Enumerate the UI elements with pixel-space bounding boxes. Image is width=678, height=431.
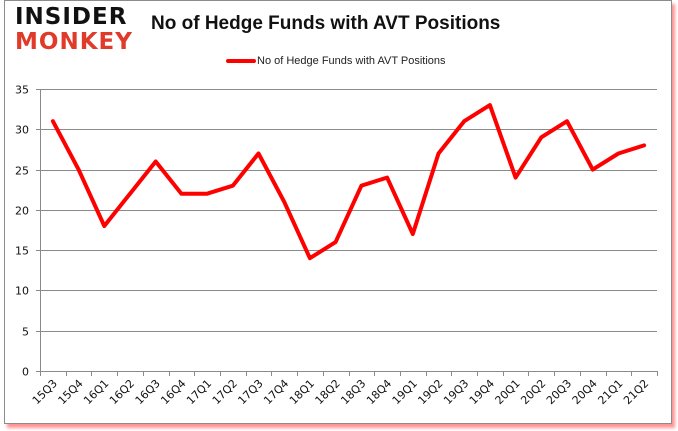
- y-tick-label: 30: [15, 124, 29, 137]
- x-tick-label: 21Q2: [621, 377, 651, 407]
- logo-line-1: INSIDER: [15, 4, 128, 30]
- x-tick-label: 20Q4: [570, 377, 600, 407]
- x-tick-label: 17Q2: [210, 377, 240, 407]
- x-tick-label: 16Q1: [81, 377, 111, 407]
- x-tick-label: 15Q3: [30, 377, 60, 407]
- x-tick-label: 19Q1: [390, 377, 420, 407]
- x-tick-label: 20Q2: [518, 377, 548, 407]
- y-axis: 0 5 10 15 20 25 30 35: [15, 84, 41, 379]
- x-tick-label: 20Q3: [544, 377, 574, 407]
- x-tick-label: 17Q4: [261, 377, 291, 407]
- gridlines: [36, 89, 657, 372]
- x-tick-label: 16Q4: [158, 377, 188, 407]
- y-tick-label: 15: [15, 245, 29, 258]
- y-tick-label: 20: [15, 205, 29, 218]
- x-tick-label: 17Q3: [235, 377, 265, 407]
- legend-line-swatch-icon: [226, 59, 256, 63]
- y-tick-label: 35: [15, 84, 29, 97]
- x-tick-label: 18Q3: [338, 377, 368, 407]
- chart-title: No of Hedge Funds with AVT Positions: [151, 13, 501, 34]
- x-tick-label: 16Q3: [133, 377, 163, 407]
- x-tick-label: 19Q4: [467, 377, 497, 407]
- y-tick-label: 5: [22, 326, 29, 339]
- x-tick-label: 18Q2: [313, 377, 343, 407]
- x-tick-label: 20Q1: [493, 377, 523, 407]
- x-tick-label: 17Q1: [184, 377, 214, 407]
- legend-label: No of Hedge Funds with AVT Positions: [257, 55, 446, 67]
- insider-monkey-logo: INSIDER MONKEY: [15, 5, 135, 57]
- y-tick-label: 0: [22, 366, 29, 379]
- chart-legend: No of Hedge Funds with AVT Positions: [226, 55, 446, 67]
- x-tick-label: 15Q4: [56, 377, 86, 407]
- x-tick-label: 18Q1: [287, 377, 317, 407]
- x-tick-label: 16Q2: [107, 377, 137, 407]
- y-tick-label: 25: [15, 165, 29, 178]
- y-tick-label: 10: [15, 285, 29, 298]
- x-tick-label: 18Q4: [364, 377, 394, 407]
- x-tick-label: 19Q2: [415, 377, 445, 407]
- x-tick-label: 21Q1: [595, 377, 625, 407]
- series-line: [50, 103, 647, 261]
- x-tick-label: 19Q3: [441, 377, 471, 407]
- logo-line-2: MONKEY: [15, 29, 133, 55]
- x-axis: 15Q315Q416Q116Q216Q316Q417Q117Q217Q317Q4…: [30, 371, 658, 407]
